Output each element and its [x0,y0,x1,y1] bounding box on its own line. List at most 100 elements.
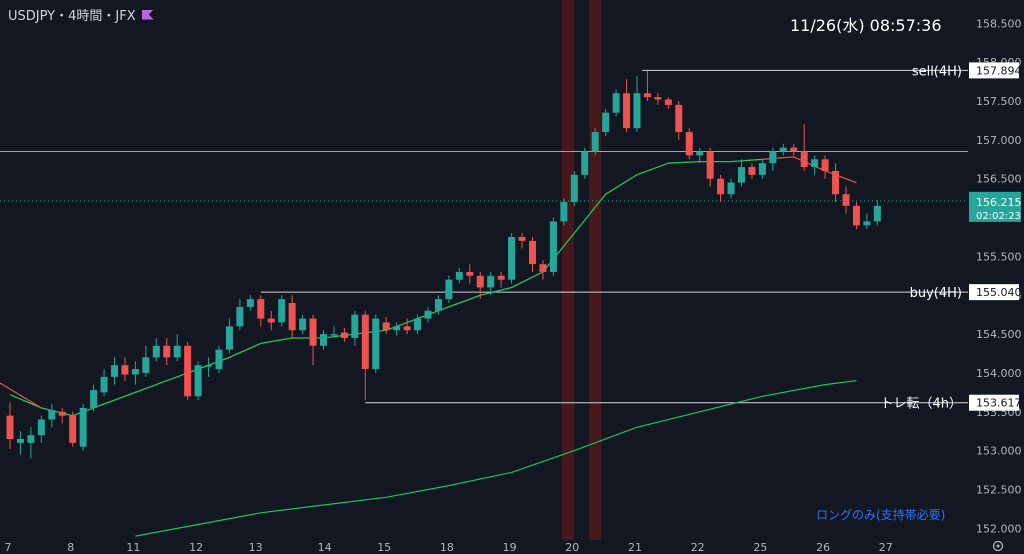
candle-body [476,275,484,288]
candle-body [560,202,568,222]
candle-body [727,182,735,195]
candle-body [591,132,599,152]
candle-body [466,271,474,276]
candle-body [717,178,725,195]
candle-body [152,345,160,358]
candle-body [675,104,683,133]
candle-body [27,435,35,443]
y-tick-label: 157.000 [976,134,1022,147]
candle-body [257,299,265,319]
current-price-value: 156.215 [976,196,1022,209]
highlight-band-0 [562,0,575,540]
x-tick-label: 19 [503,541,517,554]
candles [6,70,881,459]
candle-body [821,159,829,171]
candle-body [748,167,756,175]
y-tick-label: 154.500 [976,328,1022,341]
candle-body [309,318,317,346]
candle-body [706,151,714,179]
candle-body [769,151,777,164]
candle-body [643,93,651,98]
ma-short-line [9,162,669,417]
level-price-value-1: 155.040 [976,286,1022,299]
candle-body [340,332,348,338]
candle-body [69,415,77,443]
candle-body [142,357,150,373]
candle-body [664,99,672,105]
candle-body [445,279,453,300]
candle-body [236,306,244,327]
candle-body [320,334,327,346]
flag-icon[interactable] [141,9,154,20]
candle-body [121,365,129,375]
y-tick-label: 158.500 [976,17,1022,30]
level-label-0: sell(4H) [912,64,962,79]
symbol-label: USDJPY・4時間・JFX [8,9,136,24]
candle-body [852,205,860,226]
candle-body [581,151,589,175]
x-tick-label: 25 [753,541,767,554]
candle-body [382,322,390,331]
level-price-tag-2 [969,394,1019,411]
time-axis: 7 8 11 12 13 14 15 18 19 20 21 22 25 26 27 [5,540,1004,554]
candle-body [612,93,620,113]
candle-body [58,411,66,416]
candle-body [205,365,213,367]
candle-body [403,326,411,331]
candle-body [163,345,171,358]
candle-body [696,151,704,156]
x-tick-label: 12 [189,541,203,554]
current-price-tag [969,191,1021,222]
candle-body [623,93,631,129]
candle-body [100,376,108,393]
candle-body [832,170,840,195]
highlight-band-1 [589,0,602,540]
candle-body [758,163,766,175]
candle-body [361,314,369,370]
x-tick-label: 15 [377,541,391,554]
candle-body [48,410,56,420]
candle-body [288,303,296,331]
candle-body [863,221,871,226]
candle-body [842,194,850,206]
level-label-2: トレ転（4h） [880,397,962,412]
x-tick-label: 8 [67,541,74,554]
ma-short-line-start [0,382,42,409]
x-tick-label: 26 [816,541,830,554]
x-tick-label: 21 [628,541,642,554]
candle-body [508,236,516,280]
candle-timer: 02:02:23 [976,211,1021,222]
level-price-value-2: 153.617 [976,397,1022,410]
settings-gear-icon [992,540,1004,552]
candle-body [131,369,139,375]
y-tick-label: 152.500 [976,483,1022,496]
candle-body [299,318,307,331]
candle-body [434,299,442,311]
price-axis: 158.500158.000157.500157.000156.500156.0… [968,0,1024,554]
candle-body [393,326,401,331]
candle-body [518,236,526,241]
x-tick-label: 18 [440,541,454,554]
candle-body [779,147,787,152]
y-tick-label: 155.500 [976,250,1022,263]
candle-body [111,365,118,377]
candle-body [173,345,181,358]
candle-body [570,174,578,203]
candle-body [455,271,463,280]
x-tick-label: 14 [318,541,332,554]
clock-readout: 11/26(水) 08:57:36 [790,16,942,35]
candle-body [246,299,254,307]
candle-body [215,349,223,370]
candle-body [351,314,359,338]
ma-short-line-red [762,156,857,184]
candle-body [278,299,286,323]
candle-body [37,419,45,436]
symbol-header[interactable]: USDJPY・4時間・JFX [8,5,154,24]
ma-long-line [135,380,857,537]
candle-body [487,275,495,288]
candle-body [633,93,641,129]
x-tick-label: 7 [5,541,12,554]
candle-body [267,318,275,323]
